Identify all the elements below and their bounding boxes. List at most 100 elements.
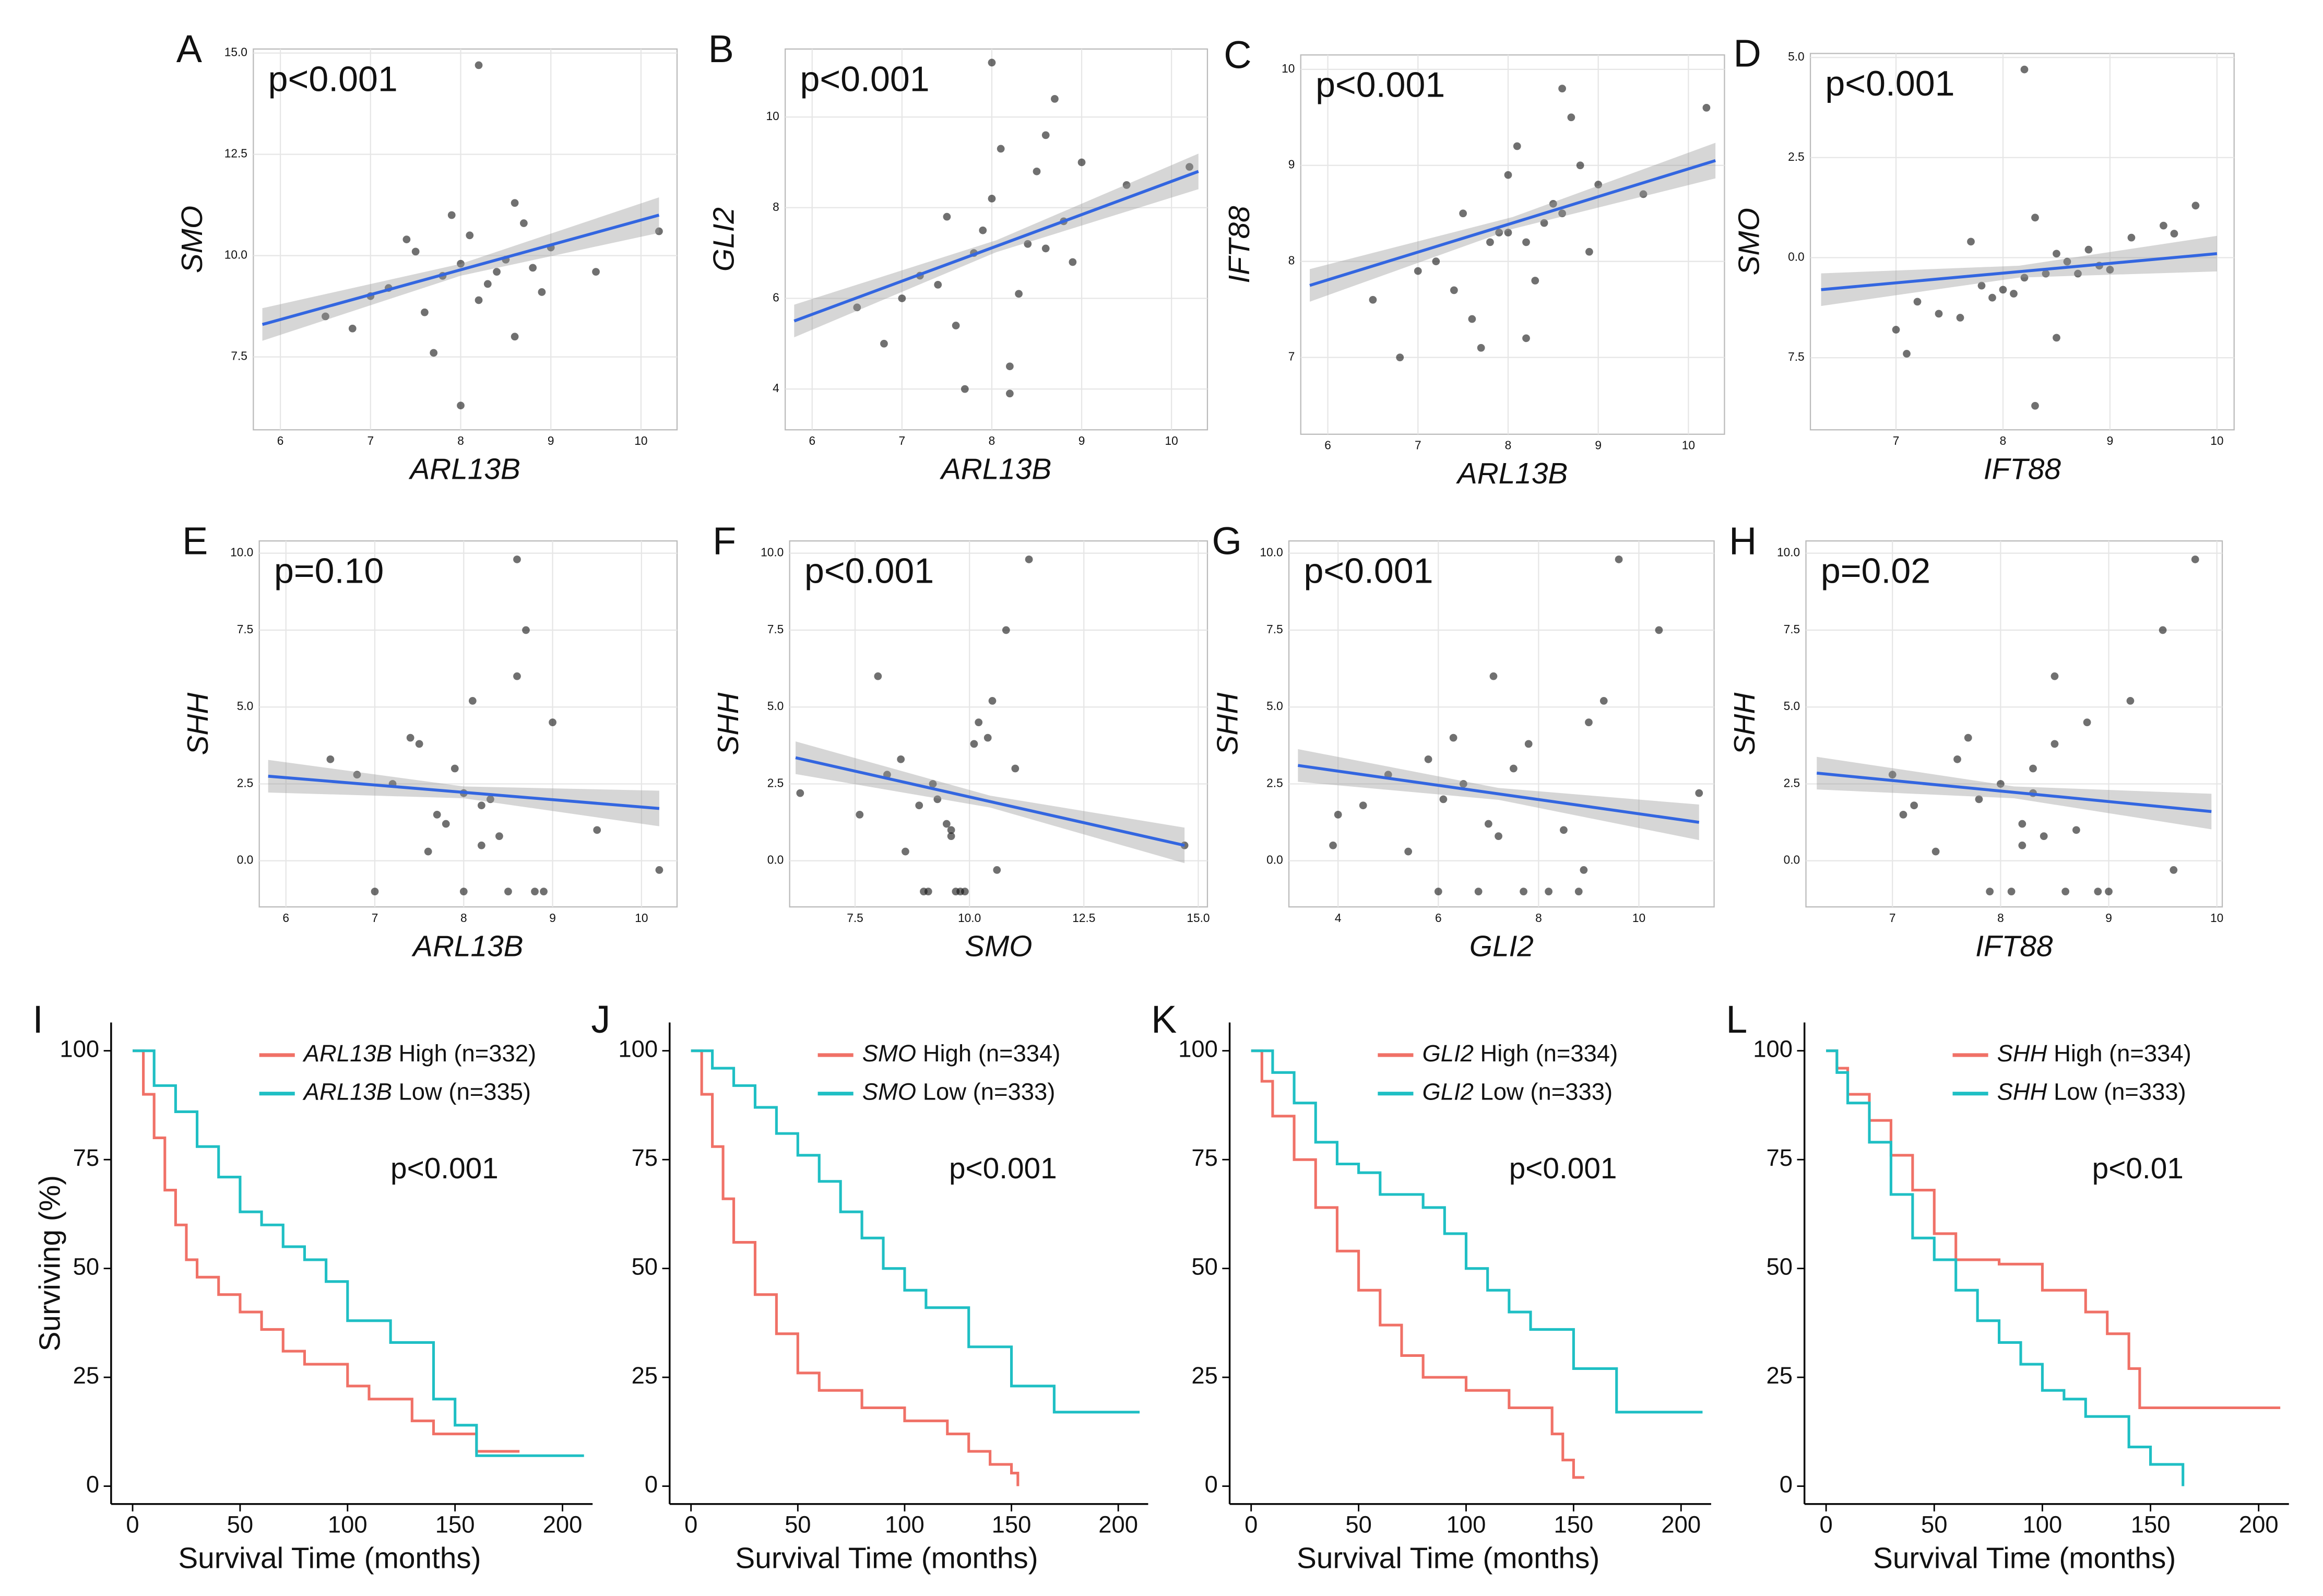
p-value: p<0.01 [2092, 1152, 2184, 1185]
y-tick-label: 100 [60, 1036, 99, 1062]
y-tick-label: 8 [1288, 254, 1295, 267]
data-point [2170, 230, 2178, 238]
data-point [1396, 353, 1404, 362]
data-point [2018, 820, 2026, 828]
data-point [442, 820, 450, 828]
data-point [2053, 334, 2060, 342]
data-point [961, 385, 969, 393]
x-tick-label: 10 [1632, 911, 1645, 925]
data-point [1899, 810, 1907, 819]
data-point [1903, 350, 1911, 358]
panel-label: H [1729, 519, 1757, 562]
y-tick-label: 9 [1288, 158, 1295, 171]
y-tick-label: 5.0 [1788, 50, 1805, 63]
x-axis-label: ARL13B [408, 453, 520, 486]
data-point [856, 810, 864, 819]
y-tick-label: 12.5 [224, 147, 247, 160]
y-tick-label: 25 [632, 1362, 658, 1389]
y-axis-label: Surviving (%) [33, 1175, 66, 1351]
p-value: p<0.001 [1509, 1152, 1617, 1185]
data-point [531, 888, 539, 896]
x-tick-label: 50 [227, 1511, 254, 1538]
x-tick-label: 0 [1245, 1511, 1258, 1538]
y-tick-label: 10 [1282, 62, 1295, 75]
data-point [979, 226, 987, 234]
y-axis-label: SHH [1728, 692, 1761, 755]
data-point [540, 888, 548, 896]
y-tick-label: 10.0 [230, 546, 253, 559]
data-point [975, 718, 983, 727]
x-tick-label: 7 [899, 434, 906, 447]
data-point [1639, 190, 1648, 198]
data-point [1986, 888, 1994, 896]
y-tick-label: 4 [773, 381, 779, 395]
x-tick-label: 6 [809, 434, 815, 447]
plot-border [1288, 540, 1715, 908]
y-tick-label: 25 [73, 1362, 100, 1389]
x-tick-label: 7.5 [847, 911, 863, 925]
data-point [1695, 789, 1703, 797]
panel-label: L [1726, 998, 1747, 1041]
plot-border [258, 540, 678, 908]
panel-label: E [182, 519, 208, 562]
y-axis-label: SMO [1733, 208, 1766, 275]
x-tick-label: 150 [2131, 1511, 2171, 1538]
y-tick-label: 5.0 [1784, 699, 1800, 713]
x-tick-label: 9 [2105, 911, 2112, 925]
data-point [1567, 113, 1575, 122]
survival-curve [1826, 1049, 2185, 1486]
x-tick-label: 100 [1447, 1511, 1486, 1538]
data-point [2007, 888, 2016, 896]
data-point [495, 832, 503, 840]
data-point [2127, 233, 2136, 242]
survival-curve [691, 1049, 1020, 1486]
data-point [2029, 764, 2037, 773]
data-point [1504, 171, 1512, 179]
data-point [934, 281, 942, 289]
data-point [1988, 293, 1996, 302]
y-tick-label: 0.0 [767, 853, 784, 867]
y-tick-label: 2.5 [1788, 150, 1805, 163]
data-point [924, 888, 932, 896]
y-tick-label: 15.0 [224, 45, 247, 59]
data-point [2031, 401, 2039, 410]
data-point [2170, 866, 2178, 874]
legend-label: ARL13B High (n=332) [302, 1040, 536, 1067]
x-axis-label: SMO [965, 930, 1032, 963]
x-tick-label: 100 [885, 1511, 925, 1538]
data-point [943, 212, 951, 221]
panel-label: I [32, 998, 43, 1041]
data-point [1449, 734, 1457, 742]
y-tick-label: 75 [1191, 1144, 1218, 1171]
data-point [1432, 257, 1440, 266]
y-tick-label: 7.5 [237, 622, 254, 636]
data-point [1504, 229, 1512, 237]
data-point [2053, 250, 2060, 258]
x-axis-label: IFT88 [1984, 453, 2061, 486]
y-tick-label: 2.5 [237, 776, 254, 789]
data-point [2191, 202, 2200, 210]
x-tick-label: 200 [543, 1511, 583, 1538]
x-tick-label: 150 [992, 1511, 1032, 1538]
data-point [915, 801, 923, 810]
data-point [511, 199, 519, 207]
plot-border [1805, 540, 2223, 908]
data-point [902, 847, 909, 856]
data-point [1041, 244, 1050, 253]
x-tick-label: 9 [2107, 434, 2114, 447]
x-tick-label: 150 [1554, 1511, 1594, 1538]
data-point [1069, 258, 1077, 266]
trend-line [268, 774, 660, 810]
x-axis-label: ARL13B [1456, 457, 1568, 490]
survival-curve [133, 1049, 584, 1457]
data-point [2042, 269, 2050, 278]
data-point [1599, 697, 1608, 705]
x-tick-label: 10 [2210, 911, 2223, 925]
plot-border [789, 540, 1208, 908]
data-point [2094, 888, 2102, 896]
x-tick-label: 10 [1682, 438, 1695, 452]
x-tick-label: 0 [684, 1511, 697, 1538]
data-point [1025, 555, 1033, 563]
